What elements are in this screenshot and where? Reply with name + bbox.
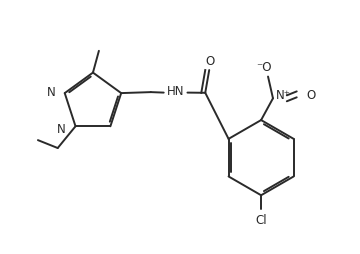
Text: HN: HN xyxy=(167,85,184,98)
Text: O: O xyxy=(307,88,316,101)
Text: N: N xyxy=(46,85,55,98)
Text: N: N xyxy=(57,122,66,135)
Text: O: O xyxy=(206,54,215,67)
Text: N⁺: N⁺ xyxy=(275,88,290,101)
Text: Cl: Cl xyxy=(255,214,267,227)
Text: ⁻O: ⁻O xyxy=(256,61,272,74)
